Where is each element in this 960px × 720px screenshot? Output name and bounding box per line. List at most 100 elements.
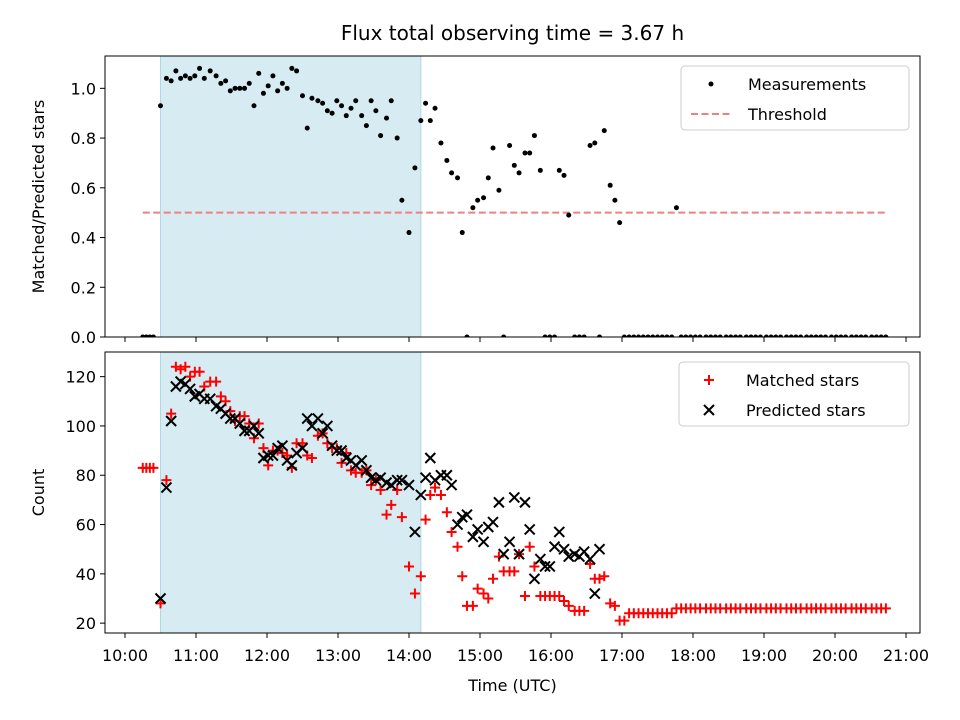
measurement-point [818, 334, 824, 337]
x-tick-label: 21:00 [883, 646, 929, 665]
measurement-point [246, 80, 252, 86]
predicted-point [544, 560, 556, 573]
predicted-point [584, 553, 596, 565]
matched-point [392, 485, 403, 496]
measurement-point [838, 334, 844, 337]
x-axis-label: Time (UTC) [467, 676, 556, 695]
legend-predicted-marker [703, 404, 715, 416]
measurement-point [853, 334, 859, 337]
predicted-point [248, 420, 260, 432]
x-tick-label: 12:00 [244, 646, 290, 665]
predicted-point [286, 459, 298, 472]
predicted-point [593, 543, 606, 555]
measurement-point [592, 140, 598, 146]
matched-point [396, 512, 407, 523]
matched-point [585, 558, 596, 569]
measurement-point [645, 334, 651, 337]
measurement-point [655, 334, 660, 337]
measurement-point [678, 334, 684, 337]
measurement-point [688, 334, 694, 337]
measurement-point [572, 334, 578, 337]
matched-point [161, 475, 172, 486]
matched-point [381, 509, 392, 520]
measurement-point [237, 85, 243, 91]
predicted-point [415, 489, 427, 501]
x-tick-label: 10:00 [102, 646, 148, 665]
measurement-point [201, 75, 207, 81]
measurement-point [607, 182, 613, 188]
y-axis-label: Matched/Predicted stars [29, 100, 48, 294]
measurement-point [173, 68, 179, 74]
predicted-point [224, 412, 237, 425]
measurement-point [368, 98, 374, 104]
measurement-point [717, 334, 723, 337]
measurement-point [187, 75, 193, 81]
predicted-point [409, 526, 421, 538]
measurement-point [399, 197, 405, 203]
matched-point [446, 526, 457, 537]
measurement-point [631, 334, 637, 337]
measurement-point [843, 334, 849, 337]
measurement-point [768, 334, 774, 337]
measurement-point [384, 115, 390, 121]
predicted-point [262, 449, 274, 462]
predicted-point [165, 415, 177, 427]
measurement-point [723, 334, 729, 337]
predicted-point [419, 472, 432, 484]
legend-matched-marker [704, 375, 714, 385]
measurement-point [617, 220, 623, 226]
predicted-point [519, 496, 531, 509]
matched-point [155, 598, 166, 609]
measurement-point [150, 334, 156, 337]
measurement-point [373, 108, 379, 114]
predicted-point [267, 449, 279, 462]
predicted-point [396, 474, 408, 486]
measurement-point [626, 334, 632, 337]
measurement-point [284, 85, 290, 91]
measurement-point [833, 334, 839, 337]
legend-label: Predicted stars [746, 401, 866, 420]
measurement-point [813, 334, 819, 337]
plot-area [140, 65, 889, 337]
matched-point [430, 482, 441, 493]
measurement-point [561, 172, 567, 178]
measurement-point [612, 197, 618, 203]
predicted-point [360, 464, 373, 477]
matched-point [880, 603, 891, 614]
predicted-point [331, 444, 343, 457]
measurement-point [464, 334, 470, 337]
x-tick-label: 16:00 [528, 646, 574, 665]
matched-point [420, 514, 431, 525]
measurement-point [378, 133, 384, 139]
y-tick-label: 20 [76, 614, 96, 633]
y-tick-label: 0.8 [71, 129, 96, 148]
predicted-point [539, 560, 551, 573]
predicted-point [424, 452, 437, 464]
measurement-point [522, 150, 528, 156]
measurement-point [773, 334, 779, 337]
measurement-point [207, 68, 213, 74]
measurement-point [878, 334, 884, 337]
predicted-point [513, 548, 525, 560]
predicted-point [238, 425, 251, 437]
measurement-point [552, 334, 558, 337]
x-tick-label: 20:00 [812, 646, 858, 665]
measurement-point [481, 195, 487, 201]
x-tick-label: 11:00 [173, 646, 219, 665]
measurement-point [640, 334, 646, 337]
measurement-point [418, 118, 424, 124]
measurement-point [227, 88, 233, 94]
measurement-point [485, 175, 491, 181]
measurement-point [669, 334, 675, 337]
measurement-point [213, 73, 219, 79]
predicted-point [301, 412, 313, 425]
measurement-point [566, 212, 572, 218]
measurement-point [869, 334, 875, 337]
measurement-point [516, 170, 522, 176]
measurement-point [763, 334, 769, 337]
predicted-point [403, 479, 415, 491]
predicted-point [204, 393, 216, 405]
y-tick-label: 0.4 [71, 229, 96, 248]
measurement-point [444, 157, 450, 163]
